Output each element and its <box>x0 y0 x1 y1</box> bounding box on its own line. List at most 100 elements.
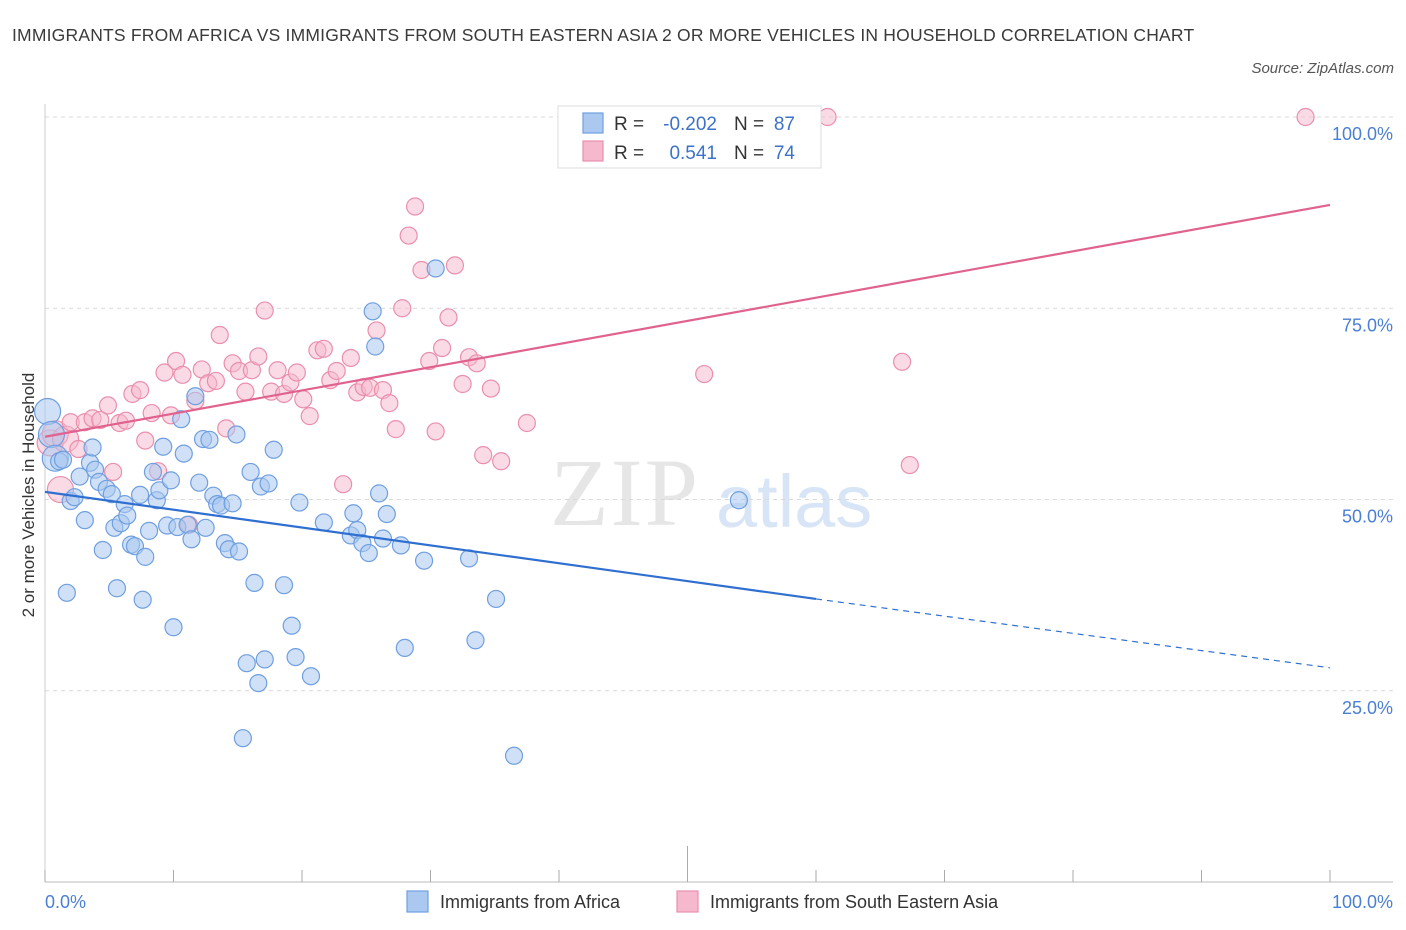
data-point-asia <box>173 365 192 384</box>
data-point-asia <box>892 352 912 371</box>
data-point-asia <box>155 363 174 382</box>
data-point-asia <box>432 338 452 358</box>
data-point-africa <box>107 579 127 598</box>
data-point-africa <box>33 397 62 426</box>
data-point-asia <box>481 379 500 398</box>
data-point-africa <box>93 540 112 560</box>
data-point-africa <box>150 481 169 500</box>
data-point-asia <box>399 226 418 245</box>
data-point-asia <box>91 410 110 430</box>
data-point-asia <box>341 348 360 368</box>
data-point-asia <box>236 382 255 401</box>
data-point-africa <box>486 589 506 609</box>
data-point-africa <box>290 493 309 512</box>
data-point-asia <box>380 394 399 413</box>
data-point-asia <box>474 446 493 465</box>
data-point-africa <box>466 631 485 650</box>
data-point-asia <box>104 462 123 482</box>
data-point-africa <box>139 521 159 540</box>
data-point-africa <box>233 729 252 748</box>
chart-source: Source: ZipAtlas.com <box>1251 60 1394 77</box>
data-point-asia <box>426 422 445 441</box>
data-point-africa <box>426 259 445 278</box>
data-point-asia <box>1296 107 1315 127</box>
data-point-asia <box>492 452 511 471</box>
data-point-africa <box>370 484 389 503</box>
y-axis-title: 2 or more Vehicles in Household <box>19 373 38 618</box>
data-point-africa <box>164 618 183 637</box>
data-point-africa <box>282 616 301 635</box>
data-point-africa <box>366 337 385 356</box>
data-point-africa <box>395 638 414 658</box>
data-point-asia <box>334 475 353 494</box>
data-point-africa <box>75 511 94 530</box>
legend-n-value-asia: 74 <box>774 143 796 164</box>
data-point-asia <box>210 325 229 345</box>
series-africa-points <box>33 259 749 765</box>
data-point-asia <box>405 197 425 216</box>
data-point-asia <box>900 455 919 475</box>
data-point-africa <box>53 450 73 469</box>
data-point-africa <box>255 650 274 669</box>
axes <box>44 104 1393 883</box>
data-point-africa <box>241 462 260 482</box>
data-point-asia <box>439 308 458 327</box>
data-point-africa <box>286 647 305 667</box>
data-point-africa <box>161 471 181 490</box>
watermark: ZIP atlas <box>550 439 872 546</box>
data-point-asia <box>453 374 472 394</box>
data-point-africa <box>363 302 382 321</box>
data-point-africa <box>264 440 283 459</box>
data-point-africa <box>118 506 137 525</box>
data-point-africa <box>83 438 102 457</box>
legend-swatch-africa <box>582 112 604 134</box>
data-point-asia <box>206 371 226 391</box>
legend: R = -0.202 N = 87 R = 0.541 N = 74 <box>557 105 822 169</box>
data-point-africa <box>186 387 205 406</box>
bottom-legend-label-africa: Immigrants from Africa <box>440 892 621 912</box>
grid <box>45 116 1393 692</box>
data-point-asia <box>255 301 274 320</box>
data-point-asia <box>517 413 536 433</box>
data-point-africa <box>245 573 264 592</box>
y-tick-label: 50.0% <box>1342 507 1393 527</box>
y-tick-label: 100.0% <box>1332 124 1393 144</box>
data-point-africa <box>70 467 89 486</box>
data-point-africa <box>133 590 152 609</box>
legend-r-value-asia: 0.541 <box>669 143 717 164</box>
data-point-africa <box>301 667 321 686</box>
data-point-africa <box>102 485 121 504</box>
data-point-asia <box>367 321 386 340</box>
data-point-africa <box>154 437 173 456</box>
data-point-asia <box>314 339 333 358</box>
y-tick-labels: 25.0% 50.0% 75.0% 100.0% <box>1332 124 1393 718</box>
x-tick-labels: 0.0% 100.0% <box>45 892 1393 912</box>
data-point-africa <box>196 518 215 537</box>
bottom-legend-label-asia: Immigrants from South Eastern Asia <box>710 892 999 912</box>
data-point-africa <box>377 504 396 524</box>
data-point-asia <box>249 347 268 366</box>
data-point-africa <box>172 410 191 429</box>
trend-lines <box>44 203 1331 669</box>
data-point-africa <box>200 430 219 449</box>
data-point-africa <box>274 576 294 595</box>
data-point-africa <box>136 547 155 566</box>
x-tick-label-min: 0.0% <box>45 892 86 912</box>
y-tick-label: 75.0% <box>1342 315 1393 335</box>
data-point-asia <box>98 396 118 415</box>
data-point-africa <box>344 504 363 523</box>
data-point-asia <box>420 351 439 371</box>
data-point-africa <box>223 494 242 513</box>
data-point-asia <box>327 361 346 381</box>
data-point-africa <box>57 583 76 602</box>
data-point-africa <box>504 746 524 765</box>
chart-title: IMMIGRANTS FROM AFRICA VS IMMIGRANTS FRO… <box>12 25 1195 45</box>
data-point-africa <box>190 473 209 492</box>
data-point-africa <box>130 485 150 505</box>
data-point-asia <box>268 361 287 380</box>
data-point-africa <box>249 673 268 693</box>
data-point-asia <box>393 299 412 318</box>
data-point-africa <box>259 474 278 493</box>
trend-line-africa <box>44 490 817 601</box>
